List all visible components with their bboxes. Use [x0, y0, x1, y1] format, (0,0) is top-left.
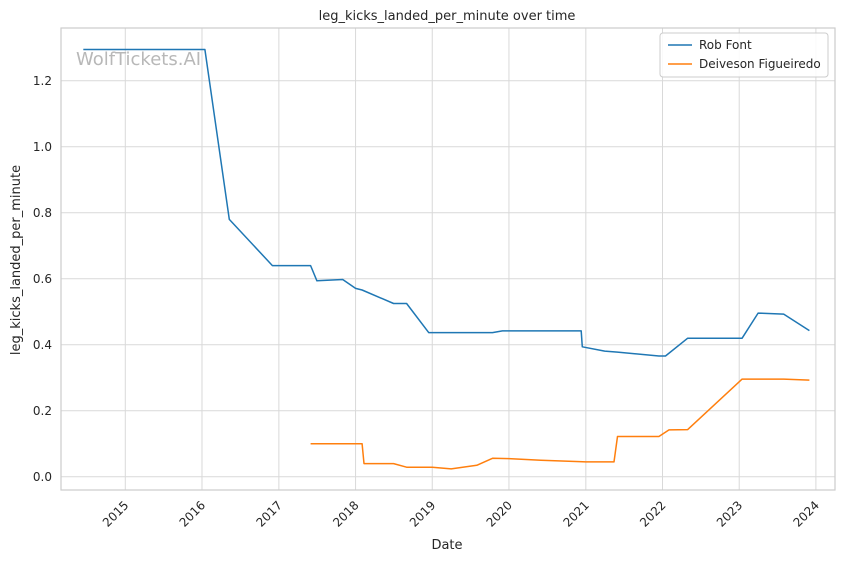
x-tick-label: 2016 [177, 498, 208, 529]
plot-area-frame [60, 27, 836, 491]
x-tick-label: 2021 [560, 498, 591, 529]
chart-title: leg_kicks_landed_per_minute over time [319, 9, 576, 24]
x-tick-label: 2020 [484, 498, 515, 529]
x-axis-title: Date [431, 538, 462, 553]
x-tick-label: 2024 [791, 498, 822, 529]
y-tick-label: 1.2 [33, 74, 52, 88]
y-tick-label: 1.0 [33, 140, 52, 154]
y-tick-label: 0.0 [33, 470, 52, 484]
legend-label-rob-font: Rob Font [699, 38, 752, 52]
x-tick-label: 2018 [330, 498, 361, 529]
y-tick-label: 0.4 [33, 338, 52, 352]
watermark: WolfTickets.AI [76, 49, 201, 70]
grid-layer [61, 28, 835, 490]
y-tick-label: 0.6 [33, 272, 52, 286]
y-axis-title: leg_kicks_landed_per_minute [9, 165, 24, 355]
legend: Rob Font Deiveson Figueiredo [659, 32, 829, 78]
series-line-deiveson-figueiredo [310, 378, 810, 470]
series-layer [83, 48, 810, 470]
y-tick-label: 0.8 [33, 206, 52, 220]
legend-label-deiveson-figueiredo: Deiveson Figueiredo [699, 57, 821, 71]
tick-layer: 0.0 0.2 0.4 0.6 0.8 1.0 1.2 2015 2016 2017 2018 201… [33, 74, 822, 530]
x-tick-label: 2015 [100, 498, 131, 529]
x-tick-label: 2023 [714, 498, 745, 529]
x-tick-label: 2017 [253, 498, 284, 529]
x-tick-label: 2022 [637, 498, 668, 529]
legend-box [659, 32, 829, 78]
y-tick-label: 0.2 [33, 404, 52, 418]
series-line-rob-font [83, 48, 810, 357]
x-tick-label: 2019 [407, 498, 438, 529]
